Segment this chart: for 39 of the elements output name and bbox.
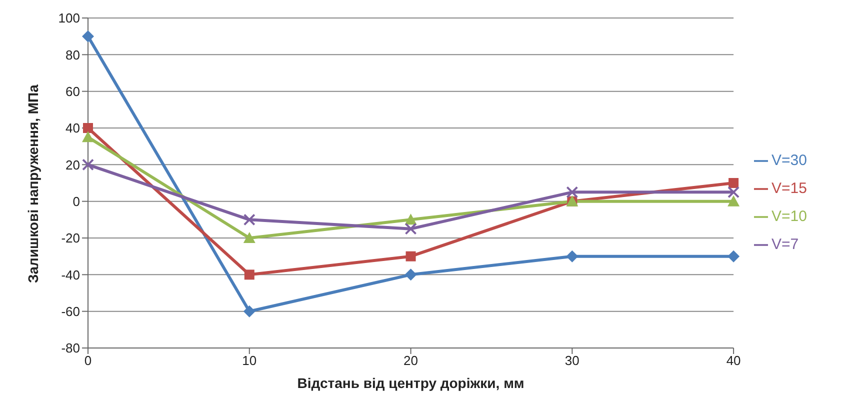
point (404, 222, 417, 235)
y-tick-label: -20 (61, 230, 80, 246)
point (243, 232, 256, 243)
point (728, 186, 740, 198)
y-tick-label: 20 (66, 157, 80, 172)
y-tick-label: 0 (72, 194, 80, 209)
point (728, 250, 740, 262)
point (243, 305, 256, 318)
y-tick-label: -40 (61, 267, 80, 282)
point (728, 178, 739, 188)
point (566, 250, 578, 262)
point (244, 270, 254, 280)
legend-label: V=30 (772, 152, 807, 169)
y-tick-label: -60 (61, 304, 80, 319)
x-axis-title: Відстань від центру доріжки, мм (297, 375, 524, 391)
point (83, 123, 93, 133)
point (404, 214, 417, 225)
y-tick-label: -80 (61, 340, 80, 356)
point (243, 214, 256, 226)
legend-label: V=7 (772, 236, 799, 253)
x-tick-label: 40 (726, 353, 741, 368)
x-tick-label: 20 (404, 353, 418, 368)
y-tick-label: 40 (66, 120, 80, 136)
y-axis-title: Залишкові напруження, МПа (24, 84, 41, 283)
point (404, 268, 417, 281)
point (82, 158, 94, 171)
y-tick-label: 80 (66, 47, 80, 62)
y-tick-label: 100 (58, 10, 80, 26)
x-tick-label: 30 (564, 353, 580, 368)
legend-label: V=10 (772, 208, 807, 225)
x-tick-label: 0 (84, 353, 92, 368)
legend-label: V=15 (772, 180, 807, 197)
point (406, 251, 416, 262)
x-tick-label: 10 (242, 353, 257, 368)
y-tick-label: 60 (66, 84, 80, 99)
point (82, 131, 94, 142)
point (82, 30, 94, 42)
point (566, 186, 578, 198)
point (728, 195, 740, 206)
